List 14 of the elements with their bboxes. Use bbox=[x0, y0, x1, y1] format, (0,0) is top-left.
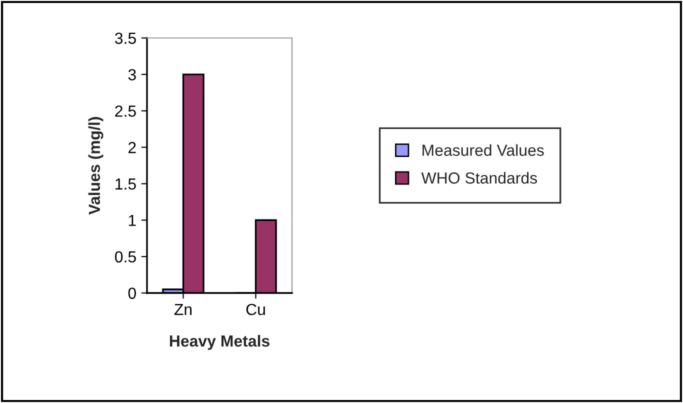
legend-label: Measured Values bbox=[422, 144, 544, 156]
y-axis-title: Values (mg/l) bbox=[88, 117, 104, 215]
y-tick-label: 3.5 bbox=[114, 32, 136, 44]
y-tick-label: 3 bbox=[128, 69, 136, 80]
y-tick-label: 2.5 bbox=[115, 105, 136, 117]
x-tick-label: Zn bbox=[174, 304, 192, 315]
legend-label: WHO Standards bbox=[421, 172, 537, 184]
x-axis-title: Heavy Metals bbox=[170, 334, 270, 350]
y-tick-label: 1 bbox=[128, 214, 136, 226]
y-tick-label: 1.5 bbox=[116, 178, 136, 190]
x-tick-label: Cu bbox=[246, 304, 265, 316]
y-tick-label: 2 bbox=[128, 142, 136, 154]
y-tick-label: 0.5 bbox=[115, 251, 136, 263]
y-tick-label: 0 bbox=[128, 288, 136, 299]
